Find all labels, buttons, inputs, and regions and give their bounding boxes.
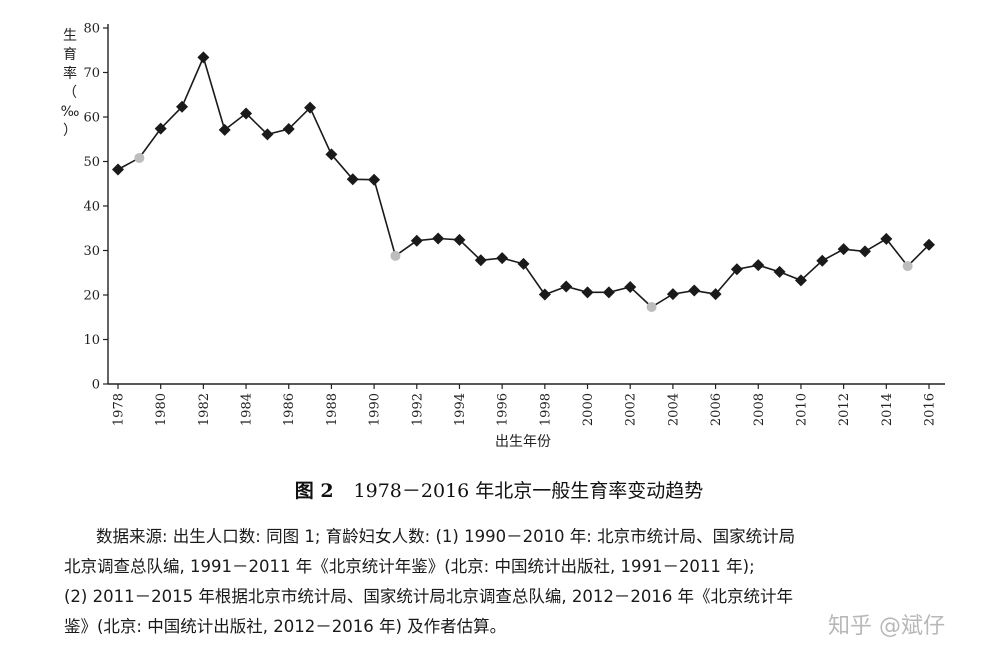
birth-rate-series xyxy=(112,51,935,313)
data-point xyxy=(709,288,722,301)
y-axis-label-char: 生 xyxy=(63,28,77,44)
data-point xyxy=(858,245,871,258)
data-point-estimated xyxy=(902,261,913,272)
data-point xyxy=(794,274,807,287)
x-tick-label: 1988 xyxy=(325,393,340,426)
figure-title: 1978－2016 年北京一般生育率变动趋势 xyxy=(353,480,704,502)
data-point-estimated xyxy=(390,250,401,261)
data-point xyxy=(496,252,509,265)
data-point xyxy=(752,259,765,272)
data-point xyxy=(261,128,274,141)
watermark: 知乎 @斌仔 xyxy=(828,614,945,639)
y-tick-label: 10 xyxy=(83,333,100,348)
source-line-1: 数据来源: 出生人口数: 同图 1; 育龄妇女人数: (1) 1990－2010… xyxy=(96,527,796,546)
y-axis-label-char: ‰ xyxy=(61,104,80,120)
x-tick-label: 2014 xyxy=(880,393,895,426)
x-tick-label: 1982 xyxy=(197,393,212,426)
x-tick-label: 1984 xyxy=(240,393,255,426)
data-point-estimated xyxy=(134,152,145,163)
x-tick-label: 1980 xyxy=(154,393,169,426)
x-tick-label: 1998 xyxy=(538,393,553,426)
data-point xyxy=(581,286,594,299)
y-tick-label: 30 xyxy=(83,244,100,259)
data-point xyxy=(816,254,829,267)
x-tick-label: 2010 xyxy=(794,393,809,426)
data-point xyxy=(197,51,210,64)
data-point xyxy=(176,100,189,113)
y-axis-label-char: 率 xyxy=(63,65,77,82)
x-tick-label: 1996 xyxy=(496,393,511,426)
source-line-4: 鉴》(北京: 中国统计出版社, 2012－2016 年) 及作者估算。 xyxy=(64,617,507,636)
data-point xyxy=(560,280,573,293)
data-point xyxy=(923,238,935,251)
x-tick-label: 1986 xyxy=(282,393,297,426)
data-point xyxy=(304,101,317,114)
data-source-note: 数据来源: 出生人口数: 同图 1; 育龄妇女人数: (1) 1990－2010… xyxy=(64,522,944,642)
chart-axes: 0 10 20 30 40 50 60 70 80 1978 1980 1982 1984 1986 198… xyxy=(83,22,945,426)
data-point xyxy=(517,257,530,270)
x-tick-label: 2008 xyxy=(752,393,767,426)
y-axis-label: 生育率 （ ‰ ） xyxy=(61,28,80,139)
source-line-3: (2) 2011－2015 年根据北京市统计局、国家统计局北京调查总队编, 20… xyxy=(64,587,794,606)
y-tick-label: 60 xyxy=(83,111,100,126)
figure-caption: 图 2 1978－2016 年北京一般生育率变动趋势 xyxy=(0,476,998,503)
data-point xyxy=(837,243,850,256)
data-point xyxy=(624,280,637,293)
data-point xyxy=(880,232,893,245)
x-tick-label: 2004 xyxy=(666,393,681,426)
data-point xyxy=(773,265,786,278)
y-axis-label-char: 育 xyxy=(63,47,77,63)
data-point xyxy=(730,263,743,276)
data-point xyxy=(240,107,253,120)
x-tick-label: 1992 xyxy=(410,393,425,426)
x-tick-label: 2006 xyxy=(709,393,724,426)
x-axis-label: 出生年份 xyxy=(495,434,551,450)
y-tick-label: 50 xyxy=(83,155,100,170)
data-point xyxy=(602,286,615,299)
line-chart: 0 10 20 30 40 50 60 70 80 1978 1980 1982 1984 1986 198… xyxy=(61,22,945,450)
x-tick-label: 1978 xyxy=(112,393,127,426)
x-tick-label: 2016 xyxy=(923,393,938,426)
data-point xyxy=(538,288,551,301)
y-tick-label: 80 xyxy=(83,22,100,37)
x-tick-label: 2002 xyxy=(624,393,639,426)
data-point xyxy=(474,254,487,267)
data-point-estimated xyxy=(646,302,657,313)
x-tick-label: 2000 xyxy=(581,393,596,426)
figure-number: 图 2 xyxy=(294,480,334,502)
data-point xyxy=(410,234,423,247)
x-tick-label: 2012 xyxy=(837,393,852,426)
data-point xyxy=(346,173,359,186)
data-point xyxy=(218,123,231,136)
x-tick-label: 1994 xyxy=(453,393,468,426)
y-tick-label: 0 xyxy=(92,378,100,393)
data-point xyxy=(688,284,701,297)
y-tick-label: 40 xyxy=(83,200,100,215)
data-point xyxy=(453,233,466,246)
y-tick-label: 70 xyxy=(83,66,100,81)
source-line-2: 北京调查总队编, 1991－2011 年《北京统计年鉴》(北京: 中国统计出版社… xyxy=(64,557,755,576)
y-axis-label-char: （ xyxy=(63,85,77,101)
data-point xyxy=(154,122,167,135)
data-point xyxy=(432,232,445,245)
data-point xyxy=(282,123,295,136)
data-point xyxy=(666,288,679,301)
y-axis-label-char: ） xyxy=(63,123,77,139)
data-point xyxy=(325,148,338,161)
data-point xyxy=(112,163,124,176)
y-tick-label: 20 xyxy=(83,289,100,304)
data-point xyxy=(368,173,381,186)
x-tick-label: 1990 xyxy=(368,393,383,426)
